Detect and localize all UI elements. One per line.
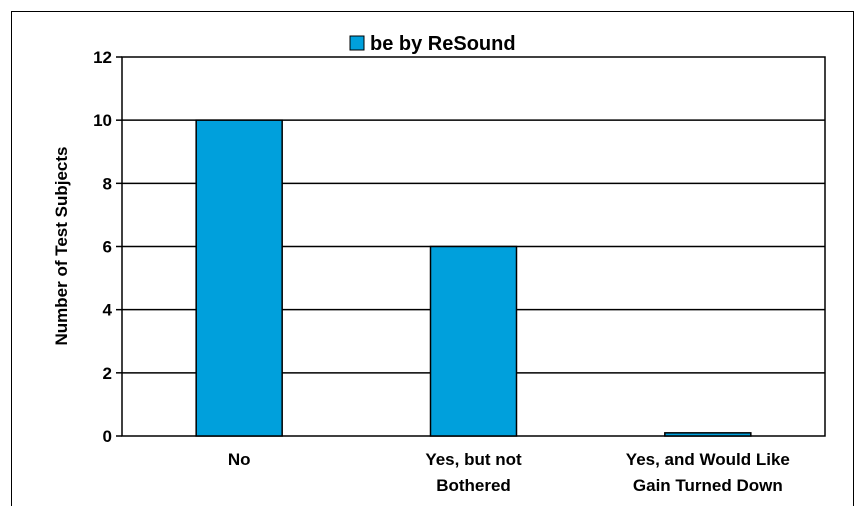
legend: be by ReSound: [349, 33, 516, 55]
x-axis-labels: No Yes, but not Bothered Yes, and Would Lik…: [228, 450, 790, 495]
y-tick-label: 12: [93, 48, 112, 67]
bar: [664, 432, 752, 437]
y-axis-ticks: 0 2 4 6 8 10 12: [93, 48, 122, 446]
x-tick-label: Yes, and Would Like Gain Turned Down: [626, 450, 790, 495]
y-tick-label: 4: [103, 301, 113, 320]
legend-label: be by ReSound: [370, 33, 516, 55]
y-tick-label: 10: [93, 111, 112, 130]
y-tick-label: 6: [103, 238, 112, 257]
x-tick-label: Yes, but not Bothered: [425, 450, 522, 495]
bars: [195, 119, 752, 437]
x-tick-label: No: [228, 450, 251, 469]
bar: [429, 245, 518, 437]
y-axis-label: Number of Test Subjects: [52, 147, 71, 346]
y-tick-label: 8: [103, 174, 112, 193]
y-tick-label: 2: [103, 364, 112, 383]
bar: [195, 119, 283, 437]
y-tick-label: 0: [103, 427, 112, 446]
legend-swatch: [349, 35, 365, 51]
